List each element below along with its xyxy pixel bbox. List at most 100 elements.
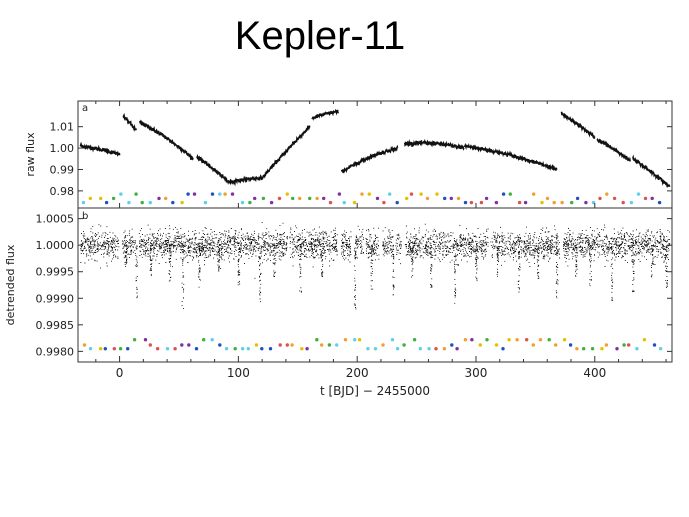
- transit-marker: [622, 343, 626, 347]
- transit-marker: [140, 200, 144, 205]
- transit-marker: [148, 343, 152, 347]
- transit-marker: [82, 343, 87, 347]
- raw-flux-segment: [596, 137, 631, 162]
- transit-marker: [246, 347, 250, 351]
- transit-marker: [241, 347, 245, 351]
- transit-marker: [218, 192, 222, 196]
- raw-flux-segment: [560, 111, 596, 139]
- transit-marker: [508, 192, 512, 196]
- transit-marker: [419, 192, 423, 196]
- transit-marker: [268, 347, 273, 351]
- transit-marker: [335, 343, 339, 347]
- transit-marker: [584, 200, 588, 205]
- transit-marker: [590, 347, 595, 351]
- transit-marker: [642, 338, 647, 342]
- transit-marker: [381, 343, 385, 347]
- detrended-flux-panel-frame: [77, 207, 673, 363]
- transit-marker: [352, 200, 357, 205]
- transit-marker: [525, 338, 529, 342]
- x-tick-label: 200: [346, 366, 369, 380]
- transit-marker: [320, 343, 324, 347]
- transit-marker: [650, 196, 654, 201]
- transit-marker: [442, 347, 447, 351]
- transit-marker: [554, 343, 558, 347]
- transit-marker: [155, 347, 160, 351]
- transit-marker: [501, 347, 505, 351]
- transit-marker: [515, 338, 519, 342]
- transit-dip-points: [124, 244, 668, 310]
- transit-marker: [357, 338, 362, 342]
- transit-marker: [285, 192, 289, 196]
- transit-marker: [218, 343, 222, 347]
- detrended-panel-transit-markers: [82, 338, 663, 351]
- transit-marker: [657, 200, 662, 205]
- transit-marker: [425, 196, 430, 201]
- transit-marker: [210, 192, 215, 196]
- transit-marker: [478, 343, 482, 347]
- transit-marker: [187, 343, 191, 347]
- transit-marker: [469, 200, 474, 205]
- transit-marker: [517, 200, 522, 205]
- detrended-noise-points: [80, 221, 671, 279]
- transit-marker: [223, 192, 227, 196]
- transit-marker: [360, 192, 364, 196]
- transit-marker: [485, 338, 489, 342]
- transit-marker: [427, 347, 431, 351]
- transit-marker: [367, 192, 371, 196]
- transit-marker: [456, 196, 461, 201]
- transit-marker: [337, 192, 342, 196]
- transit-marker: [180, 343, 184, 347]
- raw-flux-points: [79, 108, 671, 188]
- transit-marker: [322, 196, 326, 201]
- raw-flux-segment: [632, 154, 671, 188]
- transit-marker: [290, 343, 294, 347]
- transit-marker: [202, 338, 206, 342]
- transit-marker: [523, 200, 528, 205]
- transit-marker: [192, 192, 197, 196]
- transit-marker: [126, 347, 130, 351]
- x-tick-label: 0: [116, 366, 124, 380]
- transit-marker: [305, 347, 309, 351]
- raw-flux-segment: [196, 153, 230, 185]
- axis-ticks: 0.98 0.99 1.00 1.01 0.9980 0.9985 0.9990 0.9995…: [36, 101, 672, 380]
- x-tick-label: 300: [465, 366, 488, 380]
- transit-marker: [233, 347, 237, 351]
- transit-marker: [111, 196, 116, 201]
- x-tick-label: 400: [583, 366, 606, 380]
- transit-marker: [545, 196, 550, 201]
- raw-y-tick-label: 1.00: [50, 142, 75, 155]
- transit-marker: [165, 347, 170, 351]
- transit-marker: [103, 347, 108, 351]
- transit-marker: [494, 343, 499, 347]
- detrended-flux-y-axis-label: detrended flux: [4, 244, 17, 325]
- transit-marker: [560, 200, 564, 205]
- transit-marker: [547, 338, 551, 342]
- transit-marker: [652, 343, 657, 347]
- transit-marker: [127, 200, 131, 205]
- detrended-y-tick-label: 0.9995: [36, 266, 75, 279]
- transit-marker: [470, 338, 474, 342]
- transit-marker: [373, 347, 378, 351]
- transit-marker: [621, 200, 625, 205]
- transit-marker: [575, 347, 579, 351]
- transit-marker: [254, 343, 259, 347]
- transit-marker: [531, 343, 535, 347]
- transit-marker: [463, 200, 468, 205]
- transit-marker: [353, 338, 357, 342]
- transit-marker: [98, 347, 103, 351]
- raw-y-tick-label: 0.98: [50, 185, 75, 198]
- transit-marker: [315, 338, 319, 342]
- transit-marker: [210, 338, 214, 342]
- transit-marker: [277, 196, 282, 201]
- transit-marker: [342, 200, 346, 205]
- transit-marker: [582, 347, 586, 351]
- raw-flux-segment: [403, 138, 465, 151]
- transit-marker: [328, 200, 333, 205]
- transit-marker: [538, 338, 543, 342]
- panel-letter-a: a: [82, 103, 88, 114]
- raw-flux-segment: [139, 119, 194, 161]
- transit-marker: [532, 192, 536, 196]
- raw-flux-segment: [340, 144, 399, 174]
- transit-marker: [88, 196, 93, 201]
